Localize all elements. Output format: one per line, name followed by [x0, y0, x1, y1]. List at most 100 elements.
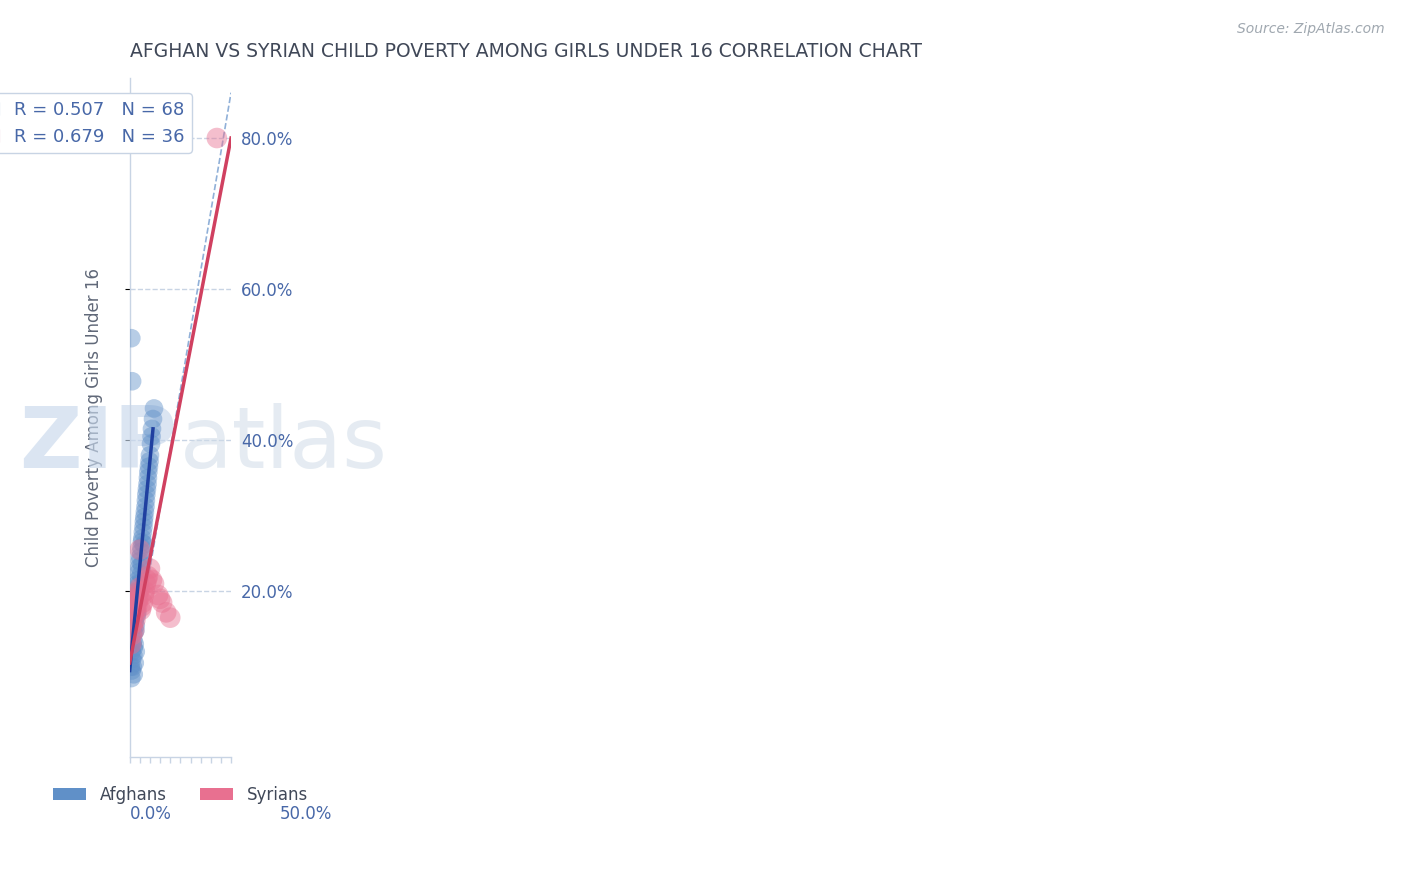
- Point: [127, 588, 149, 602]
- Point: [136, 569, 159, 583]
- Point: [146, 588, 169, 602]
- Point: [124, 600, 146, 615]
- Point: [136, 477, 159, 491]
- Point: [131, 599, 153, 614]
- Point: [127, 593, 149, 607]
- Point: [125, 596, 148, 610]
- Point: [141, 573, 163, 587]
- Point: [132, 588, 155, 602]
- Point: [121, 637, 143, 651]
- Point: [128, 560, 150, 574]
- Point: [135, 482, 157, 496]
- Point: [120, 671, 142, 685]
- Point: [125, 645, 148, 659]
- Point: [122, 625, 145, 640]
- Point: [129, 603, 152, 617]
- Point: [128, 584, 150, 599]
- Point: [122, 633, 145, 648]
- Point: [150, 596, 173, 610]
- Point: [128, 566, 150, 580]
- Point: [121, 610, 143, 624]
- Text: AFGHAN VS SYRIAN CHILD POVERTY AMONG GIRLS UNDER 16 CORRELATION CHART: AFGHAN VS SYRIAN CHILD POVERTY AMONG GIR…: [129, 42, 922, 61]
- Point: [121, 374, 143, 388]
- Point: [121, 618, 143, 632]
- Point: [149, 591, 172, 606]
- Point: [120, 637, 142, 651]
- Point: [122, 640, 145, 655]
- Point: [124, 656, 146, 670]
- Point: [127, 573, 149, 587]
- Point: [125, 618, 148, 632]
- Text: atlas: atlas: [180, 403, 388, 486]
- Point: [139, 561, 162, 575]
- Point: [138, 454, 160, 468]
- Point: [131, 541, 153, 555]
- Point: [131, 532, 153, 546]
- Point: [132, 520, 155, 534]
- Point: [155, 606, 177, 620]
- Point: [134, 510, 156, 524]
- Point: [131, 558, 153, 572]
- Point: [129, 545, 152, 559]
- Point: [134, 500, 156, 514]
- Point: [124, 615, 146, 629]
- Point: [122, 648, 145, 663]
- Point: [132, 515, 155, 529]
- Point: [120, 659, 142, 673]
- Point: [143, 401, 166, 416]
- Point: [131, 535, 153, 549]
- Point: [122, 618, 145, 632]
- Point: [125, 588, 148, 602]
- Text: 50.0%: 50.0%: [280, 805, 332, 823]
- Point: [135, 573, 157, 587]
- Point: [143, 576, 166, 591]
- Point: [132, 537, 155, 551]
- Point: [141, 429, 163, 443]
- Point: [128, 576, 150, 591]
- Point: [128, 554, 150, 568]
- Point: [135, 576, 157, 591]
- Point: [141, 422, 163, 436]
- Point: [129, 550, 152, 565]
- Point: [132, 525, 155, 540]
- Point: [128, 586, 150, 600]
- Point: [139, 448, 162, 462]
- Point: [127, 606, 149, 620]
- Point: [124, 613, 146, 627]
- Point: [205, 131, 228, 145]
- Point: [127, 596, 149, 610]
- Point: [128, 591, 150, 605]
- Point: [129, 567, 152, 582]
- Point: [122, 615, 145, 630]
- Point: [122, 624, 145, 638]
- Point: [122, 610, 145, 624]
- Point: [121, 664, 143, 678]
- Point: [159, 610, 181, 624]
- Point: [138, 459, 160, 474]
- Point: [122, 667, 145, 681]
- Point: [138, 465, 160, 479]
- Point: [125, 596, 148, 610]
- Point: [127, 598, 149, 612]
- Point: [124, 624, 146, 638]
- Legend: Afghans, Syrians: Afghans, Syrians: [46, 779, 315, 810]
- Point: [128, 581, 150, 595]
- Point: [142, 412, 165, 426]
- Y-axis label: Child Poverty Among Girls Under 16: Child Poverty Among Girls Under 16: [86, 268, 103, 567]
- Point: [127, 593, 149, 607]
- Point: [121, 652, 143, 666]
- Point: [124, 603, 146, 617]
- Point: [134, 584, 156, 599]
- Point: [125, 591, 148, 606]
- Point: [121, 659, 143, 673]
- Text: 0.0%: 0.0%: [129, 805, 172, 823]
- Text: Source: ZipAtlas.com: Source: ZipAtlas.com: [1237, 22, 1385, 37]
- Point: [122, 606, 145, 620]
- Point: [121, 628, 143, 642]
- Point: [125, 603, 148, 617]
- Point: [128, 542, 150, 557]
- Point: [125, 591, 148, 606]
- Point: [134, 505, 156, 519]
- Point: [121, 645, 143, 659]
- Point: [120, 331, 142, 345]
